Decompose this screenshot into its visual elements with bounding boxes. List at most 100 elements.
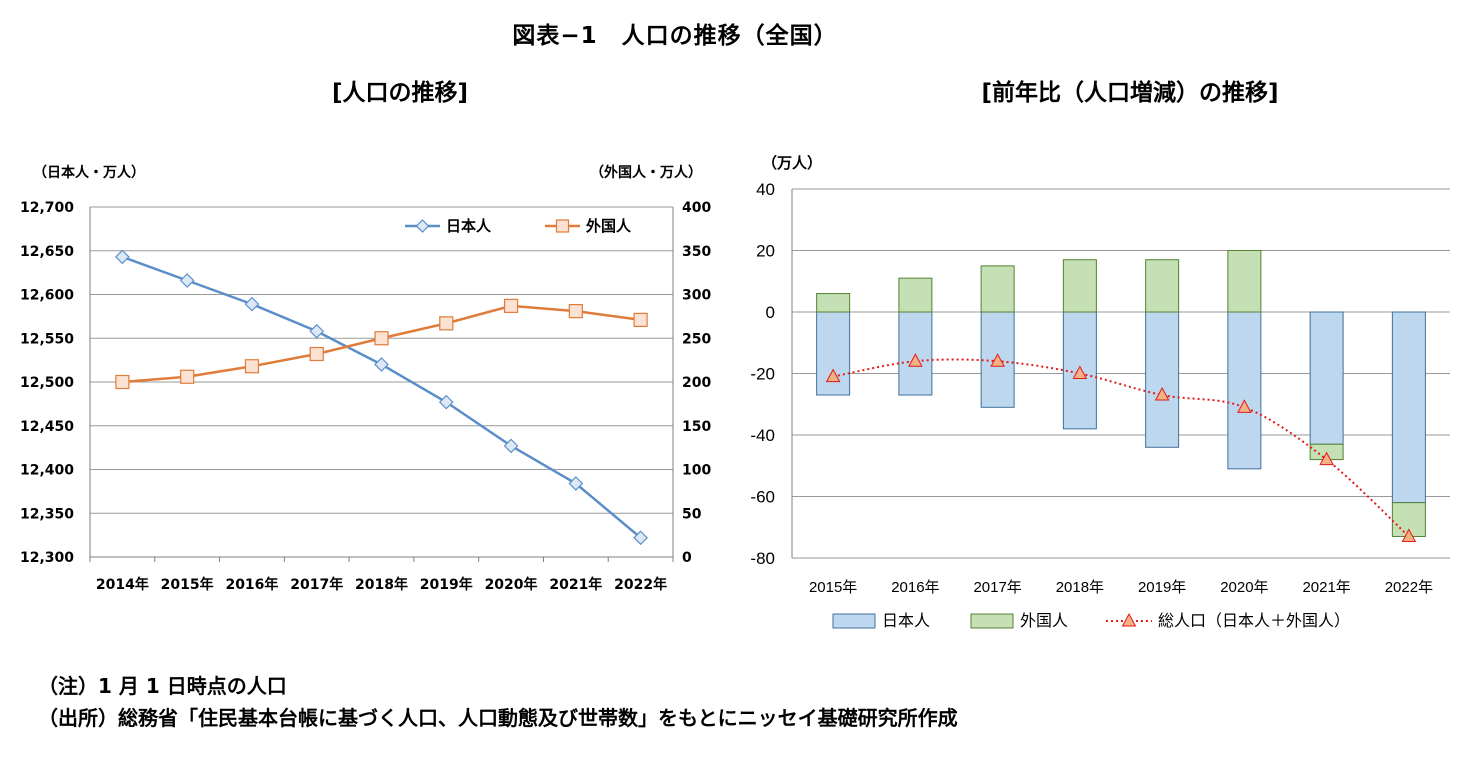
legend-label-total: 総人口（日本人＋外国人） bbox=[1158, 611, 1350, 630]
y-tick-label-left: 12,550 bbox=[20, 331, 74, 347]
legend-swatch-foreign bbox=[970, 613, 1014, 629]
x-tick-label: 2015年 bbox=[809, 579, 857, 596]
note-text: （注）1 月 1 日時点の人口 bbox=[38, 674, 287, 698]
bar-foreign bbox=[1145, 259, 1180, 313]
legend-marker-japanese bbox=[415, 219, 430, 233]
y-axis-title-right: （外国人・万人） bbox=[590, 164, 702, 181]
y-tick-label-left: 12,350 bbox=[20, 506, 74, 522]
legend-marker-total bbox=[1121, 612, 1137, 627]
y-tick-label-left: 12,650 bbox=[20, 244, 74, 260]
x-tick-label: 2018年 bbox=[355, 576, 408, 593]
x-tick-label: 2019年 bbox=[420, 576, 473, 593]
y-tick-label-right: 400 bbox=[682, 200, 711, 216]
data-point-foreign bbox=[503, 298, 519, 313]
y-tick-label-right: 300 bbox=[682, 288, 711, 304]
data-point-japanese bbox=[438, 394, 454, 410]
data-point-foreign bbox=[633, 312, 648, 327]
bar-foreign bbox=[1227, 250, 1262, 313]
data-point-foreign bbox=[180, 369, 195, 384]
x-tick-label: 2021年 bbox=[1302, 579, 1350, 596]
y-tick-label-left: 12,600 bbox=[20, 288, 74, 304]
x-tick-label: 2019年 bbox=[1138, 579, 1186, 596]
legend-label-japanese: 日本人 bbox=[446, 217, 492, 235]
y-tick-label: 20 bbox=[756, 242, 775, 261]
bar-japanese bbox=[816, 311, 851, 396]
x-tick-label: 2016年 bbox=[225, 576, 278, 593]
y-tick-label-left: 12,500 bbox=[20, 375, 74, 391]
bar-foreign bbox=[1062, 259, 1097, 313]
data-point-foreign bbox=[439, 316, 454, 331]
y-tick-label-left: 12,700 bbox=[20, 200, 74, 216]
y-tick-label-left: 12,400 bbox=[20, 463, 74, 479]
y-tick-label: -40 bbox=[750, 426, 775, 445]
bar-foreign bbox=[898, 277, 933, 313]
data-point-total bbox=[1237, 399, 1252, 413]
data-point-japanese bbox=[568, 476, 584, 491]
y-axis-title-left: （日本人・万人） bbox=[33, 164, 145, 181]
data-point-foreign bbox=[115, 374, 130, 390]
legend-marker-foreign bbox=[555, 219, 570, 233]
legend-label-foreign: 外国人 bbox=[585, 217, 632, 235]
x-tick-label: 2015年 bbox=[161, 576, 214, 593]
x-tick-label: 2017年 bbox=[973, 579, 1021, 596]
y-tick-label-right: 200 bbox=[682, 375, 711, 391]
data-point-foreign bbox=[244, 359, 260, 374]
bar-japanese bbox=[1309, 311, 1344, 445]
bar-japanese bbox=[1145, 311, 1180, 448]
bar-japanese bbox=[1391, 311, 1426, 504]
data-point-total bbox=[990, 353, 1005, 367]
y-tick-label: -20 bbox=[750, 365, 775, 384]
data-point-total bbox=[1319, 451, 1334, 466]
data-point-japanese bbox=[374, 357, 389, 372]
y-tick-label: 0 bbox=[766, 303, 775, 322]
bar-japanese bbox=[1227, 311, 1262, 470]
y-tick-label: -60 bbox=[750, 488, 775, 507]
y-tick-label-right: 150 bbox=[682, 419, 711, 435]
x-tick-label: 2018年 bbox=[1056, 579, 1104, 596]
legend-label-foreign: 外国人 bbox=[1020, 611, 1068, 630]
x-tick-label: 2016年 bbox=[891, 579, 939, 596]
data-point-total bbox=[908, 353, 923, 367]
y-tick-label-left: 12,300 bbox=[20, 550, 74, 566]
source-text: （出所）総務省「住民基本台帳に基づく人口、人口動態及び世帯数」をもとにニッセイ基… bbox=[38, 706, 958, 730]
x-tick-label: 2017年 bbox=[290, 576, 343, 593]
data-point-japanese bbox=[309, 323, 325, 339]
series-line-japanese bbox=[121, 255, 642, 539]
y-tick-label-right: 250 bbox=[682, 331, 711, 347]
legend-swatch-japanese bbox=[832, 613, 876, 629]
data-point-total bbox=[1154, 386, 1170, 401]
bar-foreign bbox=[980, 265, 1015, 313]
x-tick-label: 2022年 bbox=[1385, 579, 1433, 596]
x-tick-label: 2020年 bbox=[485, 576, 538, 593]
y-tick-label-right: 100 bbox=[682, 463, 711, 479]
y-tick-label-right: 0 bbox=[682, 550, 692, 566]
data-point-foreign bbox=[309, 346, 324, 362]
x-tick-label: 2020年 bbox=[1220, 579, 1268, 596]
x-tick-label: 2022年 bbox=[614, 576, 667, 593]
data-point-foreign bbox=[374, 331, 389, 346]
data-point-total bbox=[825, 368, 841, 383]
data-point-japanese bbox=[244, 296, 260, 312]
figure-title: 図表−1 人口の推移（全国） bbox=[512, 23, 838, 49]
y-tick-label-right: 50 bbox=[682, 506, 702, 522]
data-point-japanese bbox=[115, 249, 130, 265]
right-chart-title: [前年比（人口増減）の推移] bbox=[981, 80, 1279, 106]
legend-label-japanese: 日本人 bbox=[882, 611, 930, 630]
data-point-japanese bbox=[633, 530, 648, 546]
y-axis-title: （万人） bbox=[762, 154, 822, 172]
bar-foreign bbox=[816, 293, 851, 313]
data-point-japanese bbox=[503, 438, 519, 454]
y-tick-label-right: 350 bbox=[682, 244, 711, 260]
data-point-total bbox=[1401, 528, 1417, 542]
y-tick-label: -80 bbox=[750, 549, 775, 568]
data-point-total bbox=[1072, 365, 1088, 379]
y-tick-label: 40 bbox=[756, 180, 775, 199]
y-tick-label-left: 12,450 bbox=[20, 419, 74, 435]
data-point-japanese bbox=[179, 273, 195, 288]
x-tick-label: 2014年 bbox=[96, 576, 149, 593]
series-line-total bbox=[832, 358, 1410, 538]
left-chart-title: [人口の推移] bbox=[331, 80, 469, 106]
data-point-foreign bbox=[568, 304, 583, 319]
bar-foreign bbox=[1391, 502, 1426, 537]
